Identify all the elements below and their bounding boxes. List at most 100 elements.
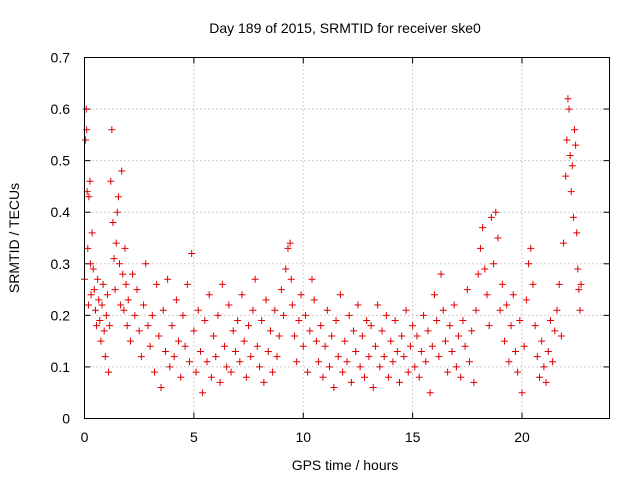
data-point (542, 378, 550, 386)
data-point (295, 317, 303, 325)
data-point (308, 275, 316, 283)
data-point (199, 389, 207, 397)
data-point (483, 291, 491, 299)
data-point (479, 224, 487, 232)
data-point (356, 363, 364, 371)
data-points (81, 95, 585, 397)
data-point (161, 347, 169, 355)
data-point (286, 239, 294, 247)
data-point (411, 363, 419, 371)
data-point (151, 368, 158, 376)
data-point (402, 306, 410, 314)
data-point (194, 306, 202, 314)
data-point (236, 358, 244, 366)
data-point (446, 322, 454, 330)
data-point (117, 301, 125, 309)
data-point (137, 353, 145, 361)
data-point (271, 306, 279, 314)
data-point (144, 322, 152, 330)
data-point (301, 311, 309, 319)
data-point (105, 368, 113, 376)
data-point (538, 337, 546, 345)
axis-ticks: 0 0.1 0.2 0.3 0.4 0.5 0.6 0.7 0 5 10 15 20 (51, 50, 610, 445)
data-point (461, 342, 469, 350)
data-point (363, 317, 371, 325)
data-point (350, 327, 358, 335)
data-point (264, 347, 272, 355)
data-point (385, 373, 393, 381)
data-point (266, 327, 274, 335)
data-point (103, 291, 111, 299)
data-point (336, 291, 344, 299)
data-point (155, 332, 163, 340)
data-point (413, 332, 421, 340)
data-point (505, 358, 513, 366)
y-tick-label: 0.5 (51, 153, 71, 169)
data-point (140, 301, 148, 309)
data-point (249, 306, 257, 314)
data-point (474, 270, 482, 278)
data-point (330, 384, 338, 392)
data-point (135, 327, 143, 335)
data-point (119, 270, 127, 278)
data-point (306, 327, 314, 335)
data-point (514, 368, 522, 376)
data-point (242, 373, 250, 381)
data-point (374, 301, 382, 309)
data-point (396, 378, 403, 386)
data-point (575, 286, 583, 294)
data-point (391, 317, 399, 325)
data-point (525, 260, 533, 268)
data-point (227, 368, 235, 376)
data-point (546, 317, 554, 325)
data-point (572, 141, 580, 149)
data-point (457, 373, 465, 381)
data-point (273, 353, 281, 361)
data-point (124, 296, 132, 304)
data-point (339, 368, 347, 376)
data-point (378, 327, 386, 335)
data-point (177, 373, 185, 381)
data-point (299, 342, 307, 350)
data-point (389, 358, 397, 366)
data-point (238, 291, 246, 299)
data-point (424, 327, 432, 335)
data-point (159, 306, 167, 314)
data-point (106, 322, 114, 330)
data-point (146, 342, 154, 350)
data-point (218, 280, 226, 288)
data-point (531, 322, 539, 330)
data-point (262, 296, 270, 304)
data-point (101, 353, 109, 361)
data-point (529, 280, 537, 288)
data-point (365, 353, 373, 361)
data-point (492, 208, 500, 216)
data-point (116, 260, 123, 268)
data-point (415, 373, 423, 381)
data-point (567, 188, 575, 196)
data-point (382, 311, 390, 319)
data-point (190, 327, 198, 335)
data-point (476, 244, 484, 252)
data-point (573, 229, 581, 237)
data-point (501, 337, 508, 345)
data-point (181, 342, 189, 350)
grid-lines (84, 57, 610, 419)
data-point (577, 280, 585, 288)
data-point (96, 317, 104, 325)
data-point (326, 363, 333, 371)
data-point (563, 136, 571, 144)
data-point (109, 219, 117, 227)
y-tick-label: 0.2 (51, 307, 71, 323)
data-point (387, 337, 395, 345)
data-point (100, 327, 108, 335)
data-point (494, 234, 502, 242)
data-point (433, 317, 441, 325)
data-point (93, 322, 101, 330)
data-point (520, 342, 528, 350)
data-point (470, 378, 478, 386)
data-point (108, 126, 116, 134)
data-point (282, 265, 290, 273)
data-point (129, 270, 137, 278)
data-point (551, 327, 559, 335)
